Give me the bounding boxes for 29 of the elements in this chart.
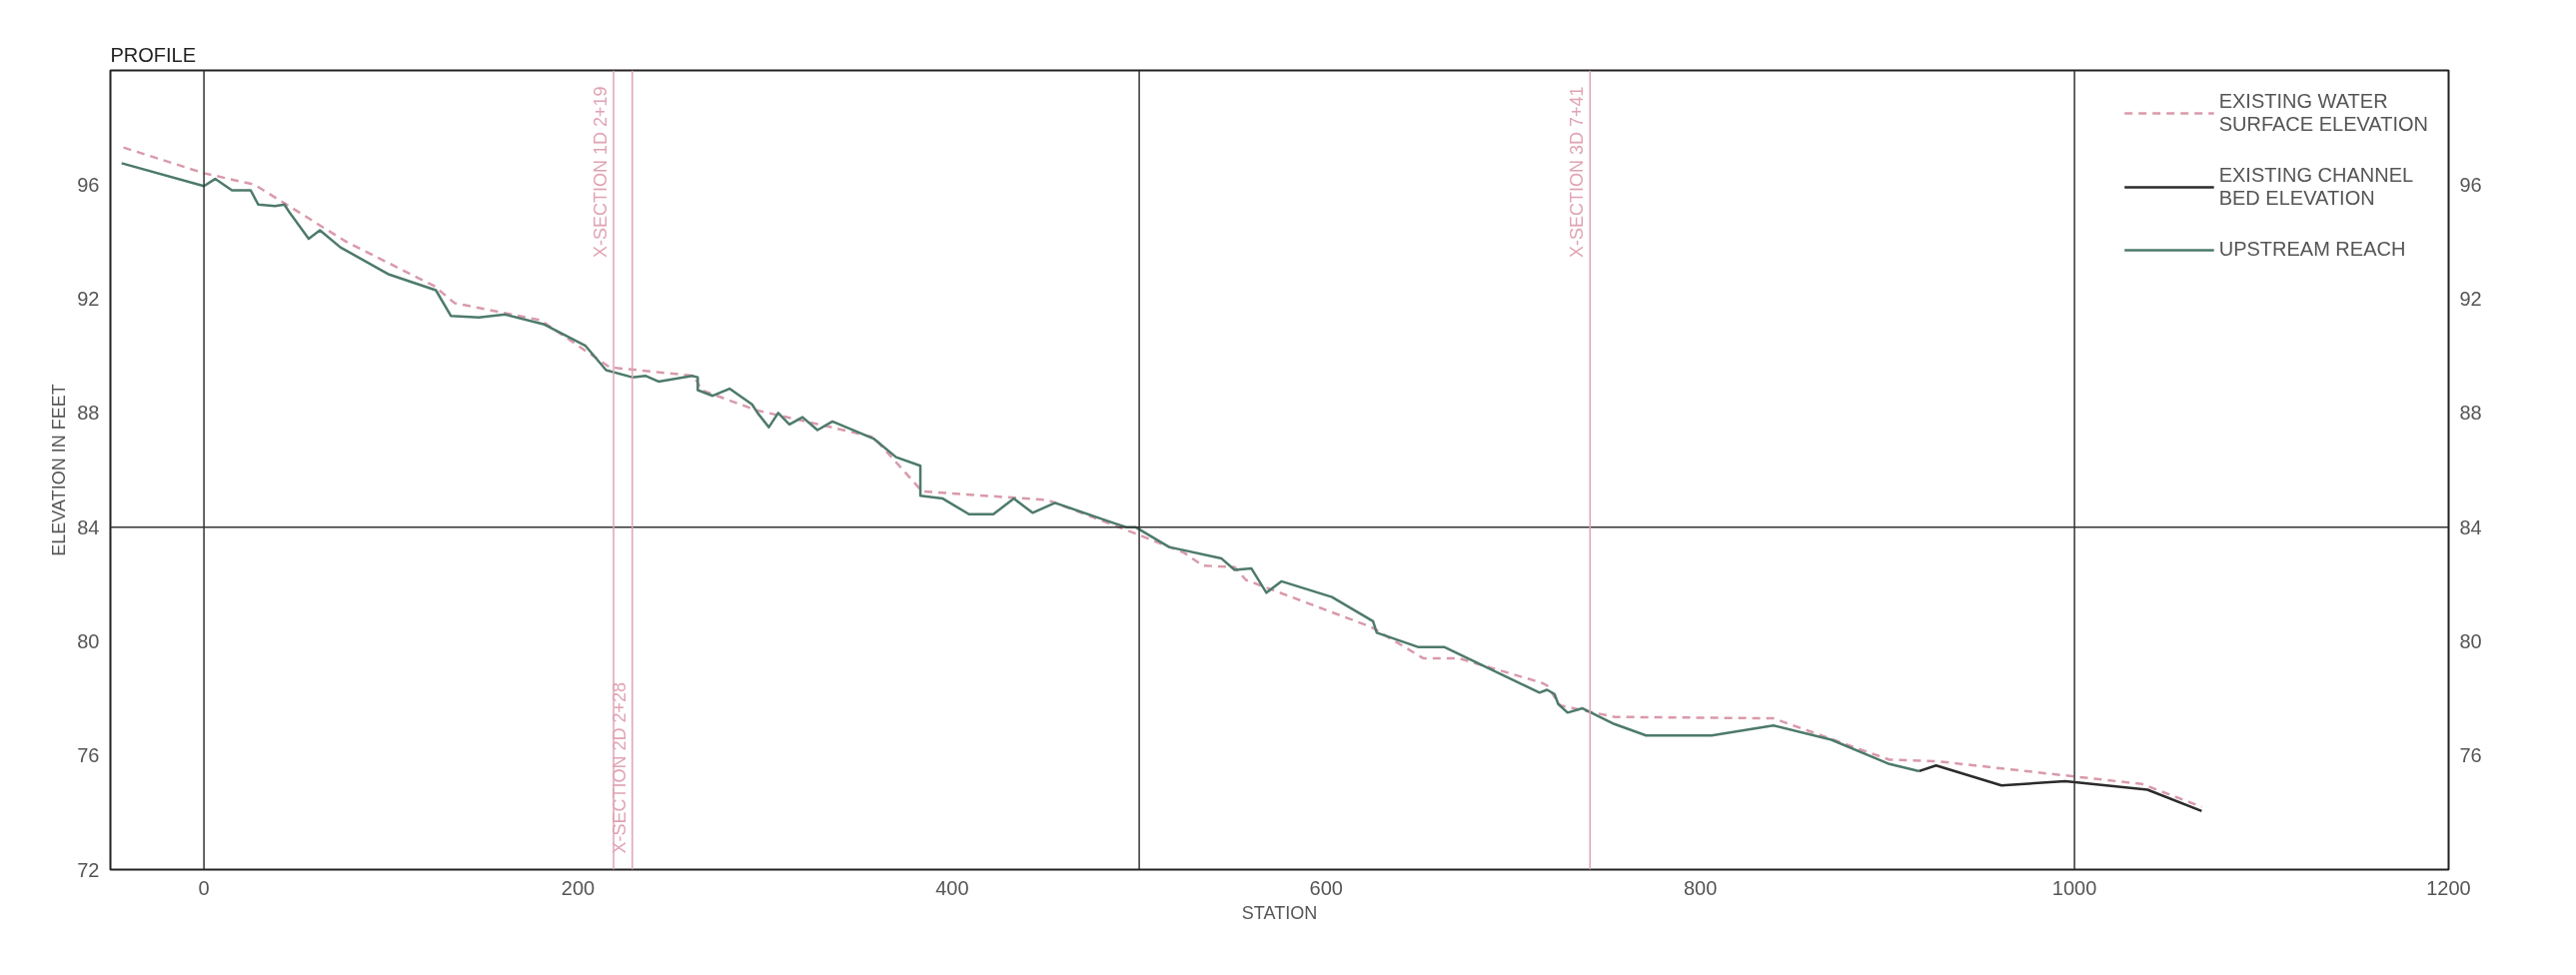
ref-line-label: X-SECTION 2D 2+28 (609, 681, 630, 854)
y2-tick-label: 92 (2459, 288, 2482, 311)
x-tick-label: 600 (1309, 876, 1343, 899)
y-tick-label: 88 (77, 402, 100, 425)
ref-line-label: X-SECTION 3D 7+41 (1567, 86, 1588, 259)
y2-tick-label: 76 (2459, 744, 2482, 767)
y-tick-label: 76 (77, 744, 100, 767)
y-tick-label: 96 (77, 173, 100, 196)
y2-tick-label: 96 (2459, 173, 2482, 196)
y-tick-label: 84 (77, 515, 100, 538)
ref-line-label: X-SECTION 1D 2+19 (591, 86, 612, 259)
x-tick-label: 1200 (2426, 876, 2471, 899)
x-tick-label: 400 (935, 876, 969, 899)
x-tick-label: 1000 (2051, 876, 2097, 899)
y2-tick-label: 80 (2459, 629, 2482, 652)
y-tick-label: 80 (77, 629, 100, 652)
x-tick-label: 0 (198, 876, 210, 899)
x-axis-title: STATION (1241, 902, 1318, 923)
x-tick-label: 800 (1684, 876, 1718, 899)
legend-label: UPSTREAM REACH (2218, 238, 2406, 261)
legend-label: EXISTING WATER SURFACE ELEVATION (2218, 90, 2428, 136)
chart-title: PROFILE (110, 43, 197, 66)
y2-tick-label: 84 (2459, 515, 2482, 538)
y2-tick-label: 88 (2459, 402, 2482, 425)
y-axis-title: ELEVATION IN FEET (49, 384, 70, 556)
x-tick-label: 200 (561, 876, 596, 899)
y-tick-label: 92 (77, 288, 100, 311)
legend-label: EXISTING CHANNEL BED ELEVATION (2218, 164, 2414, 210)
y-tick-label: 72 (77, 858, 100, 881)
